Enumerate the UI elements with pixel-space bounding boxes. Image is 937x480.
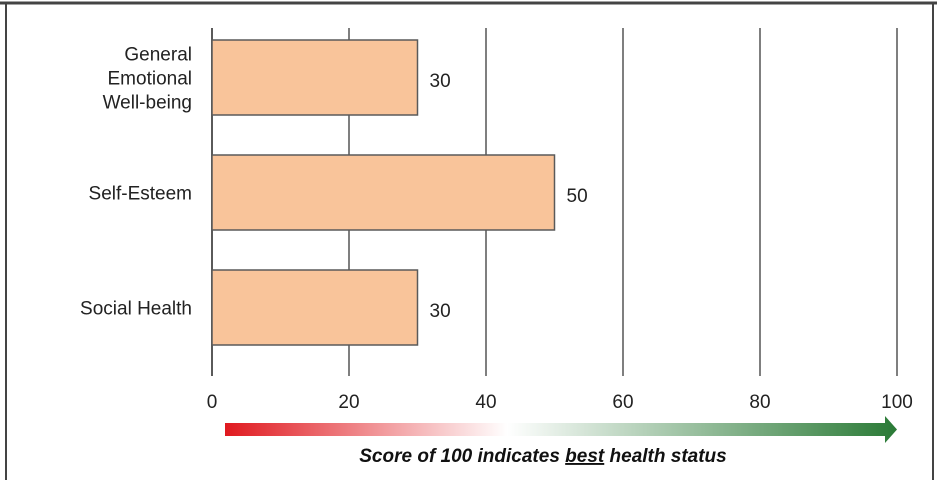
caption-suffix: health status — [604, 446, 726, 467]
scale-caption: Score of 100 indicates best health statu… — [359, 446, 726, 467]
x-tick-label-60: 60 — [612, 392, 633, 413]
data-label-2: 30 — [430, 301, 451, 322]
data-labels: 30 50 30 — [430, 71, 588, 322]
bar-0 — [211, 39, 419, 116]
caption-emphasis: best — [565, 446, 605, 467]
bar-2 — [211, 269, 419, 346]
caption-prefix: Score of 100 indicates — [359, 446, 565, 467]
x-tick-label-100: 100 — [881, 392, 913, 413]
x-tick-label-0: 0 — [207, 392, 218, 413]
category-label-0: General Emotional Well-being — [103, 45, 192, 114]
gradient-arrow — [225, 416, 897, 443]
x-tick-label-80: 80 — [749, 392, 770, 413]
data-label-0: 30 — [430, 71, 451, 92]
x-tick-label-20: 20 — [338, 392, 359, 413]
x-tick-label-40: 40 — [475, 392, 496, 413]
data-label-1: 50 — [567, 186, 588, 207]
x-axis-ticks: 0 20 40 60 80 100 — [207, 392, 913, 413]
category-label-2: Social Health — [80, 299, 192, 320]
category-label-1: Self-Esteem — [89, 184, 192, 205]
bar-1 — [211, 154, 556, 231]
category-labels: General Emotional Well-being Self-Esteem Soc… — [80, 45, 192, 320]
bars — [211, 39, 556, 346]
